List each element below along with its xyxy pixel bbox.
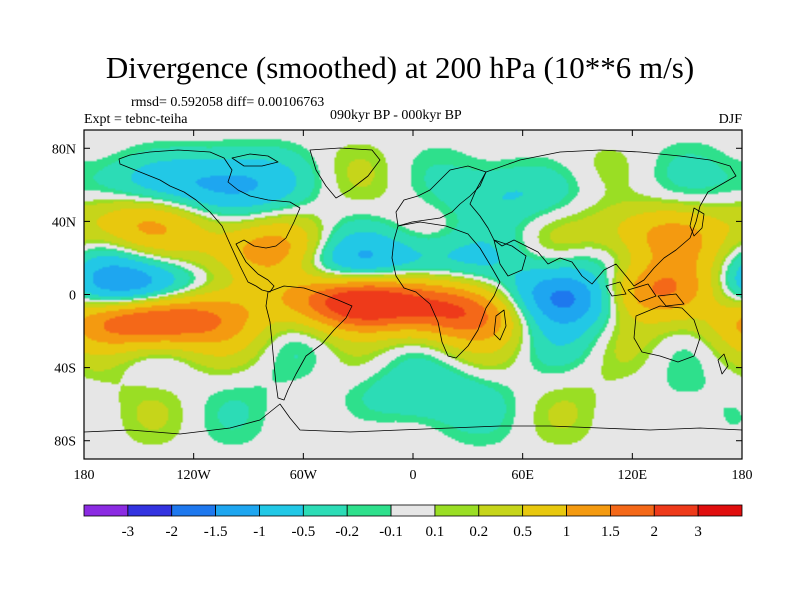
colorbar-swatch: [697, 504, 743, 517]
coast-asia: [469, 149, 737, 287]
colorbar: -3 -2 -1.5 -1 -0.5 -0.2 -0.1 0.1 0.2 0.5 1 1.5 2 3: [83, 504, 743, 540]
coast-north-america: [118, 149, 301, 293]
x-tick-label: 180: [74, 468, 95, 483]
coast-arabia: [493, 239, 527, 277]
x-tick-label: 120E: [618, 468, 648, 483]
colorbar-swatch: [610, 504, 655, 517]
colorbar-label: -1: [253, 524, 266, 540]
coast-japan: [689, 207, 705, 237]
season-label: DJF: [718, 112, 742, 127]
y-tick-label: 80N: [52, 142, 76, 157]
colorbar-swatch: [302, 504, 348, 517]
coast-antarctica: [84, 403, 742, 435]
coast-maritime-continent: [605, 281, 685, 307]
coast-arctic-islands: [231, 153, 279, 167]
x-tick-label: 60W: [290, 468, 318, 483]
coast-south-america: [265, 285, 353, 401]
colorbar-swatch: [171, 504, 217, 517]
coast-australia: [633, 305, 701, 363]
colorbar-label: 1.5: [601, 524, 620, 540]
colorbar-label: 2: [651, 524, 659, 540]
colorbar-label: 3: [694, 524, 702, 540]
plot-area: [84, 130, 742, 459]
coast-greenland: [309, 147, 381, 199]
map-axes: 180 120W 60W 0 60E 120E 180 80N 40N 0 40S 80S: [52, 130, 753, 483]
x-tick-label: 0: [410, 468, 417, 483]
colorbar-label: -3: [122, 524, 135, 540]
colorbar-swatch: [566, 504, 611, 517]
x-tick-label: 120W: [177, 468, 212, 483]
colorbar-swatch: [478, 504, 524, 517]
chart-title: Divergence (smoothed) at 200 hPa (10**6 …: [105, 50, 695, 85]
coast-new-zealand: [717, 353, 729, 375]
colorbar-swatch: [434, 504, 480, 517]
divergence-field: [84, 130, 742, 459]
rmsd-diff-stats: rmsd= 0.592058 diff= 0.00106763: [131, 95, 325, 110]
colorbar-swatch: [215, 504, 260, 517]
colorbar-swatch: [346, 504, 392, 517]
colorbar-label: 0.1: [426, 524, 445, 540]
colorbar-swatch: [390, 504, 436, 517]
y-tick-label: 80S: [54, 435, 76, 450]
coast-madagascar: [493, 309, 507, 341]
x-tick-label: 60E: [511, 468, 534, 483]
colorbar-swatch: [653, 504, 699, 517]
period-label: 090kyr BP - 000kyr BP: [330, 108, 462, 123]
colorbar-swatch: [83, 504, 129, 517]
colorbar-label: 1: [563, 524, 571, 540]
y-tick-label: 0: [69, 289, 76, 304]
colorbar-label: -0.5: [291, 524, 315, 540]
y-tick-label: 40S: [54, 362, 76, 377]
y-tick-label: 40N: [52, 215, 76, 230]
colorbar-label: -2: [165, 524, 178, 540]
colorbar-label: -0.1: [379, 524, 403, 540]
colorbar-swatch: [522, 504, 567, 517]
colorbar-label: 0.2: [469, 524, 488, 540]
colorbar-label: -0.2: [335, 524, 359, 540]
colorbar-label: -1.5: [204, 524, 228, 540]
colorbar-label: 0.5: [513, 524, 532, 540]
x-tick-label: 180: [732, 468, 753, 483]
coastlines: [84, 147, 742, 435]
colorbar-swatch: [259, 504, 304, 517]
colorbar-swatch: [127, 504, 173, 517]
coast-africa: [391, 221, 501, 359]
experiment-label: Expt = tebnc-teiha: [84, 112, 188, 127]
